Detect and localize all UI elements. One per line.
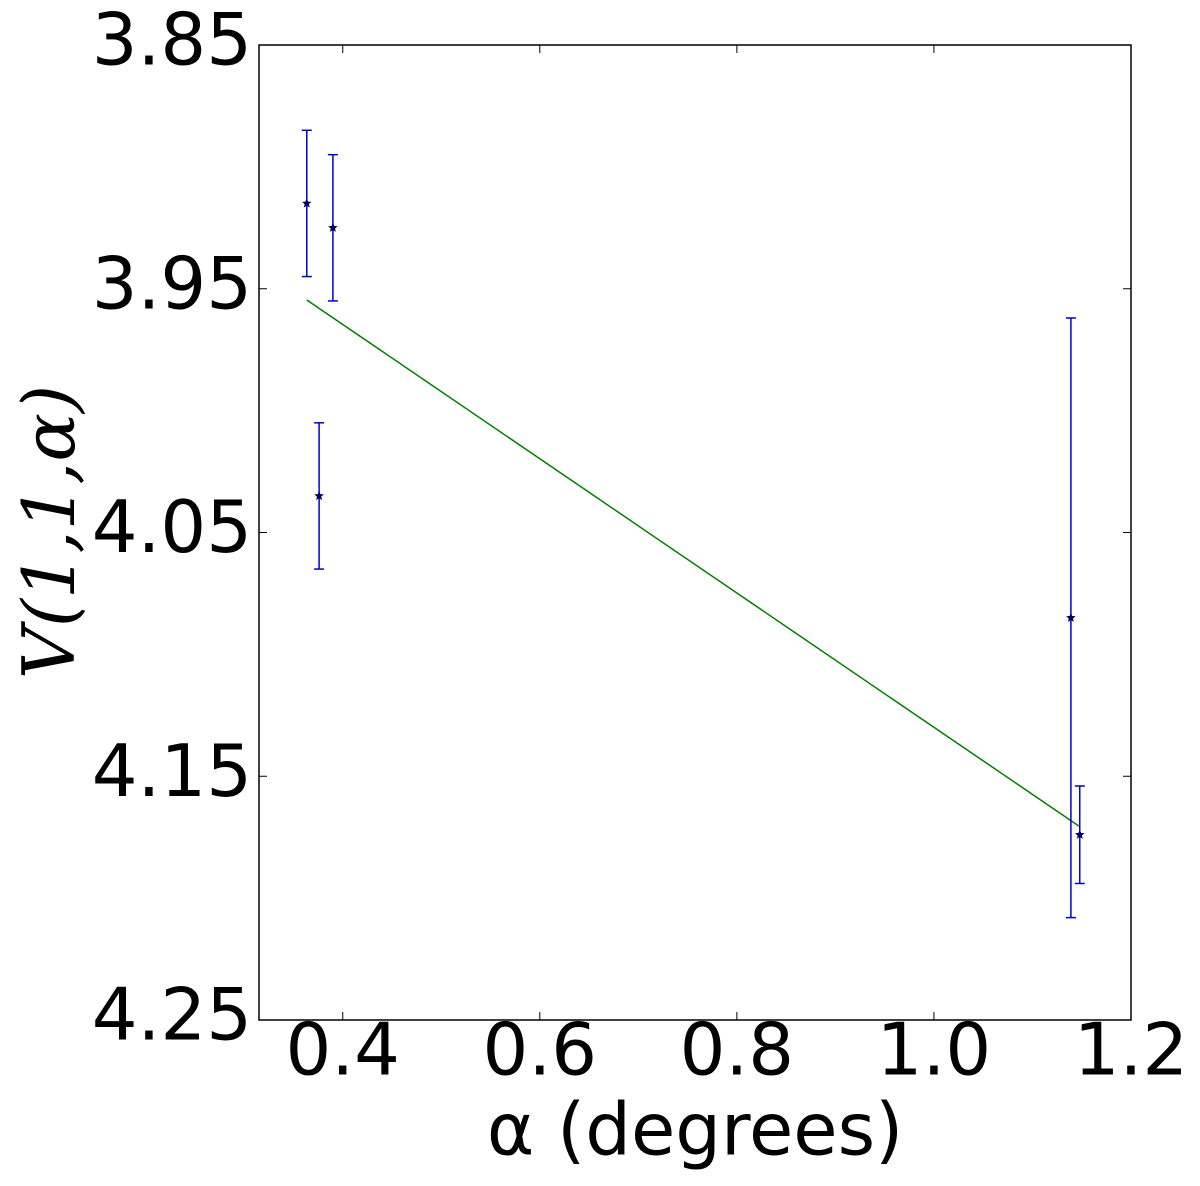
x-tick-label: 1.0 (877, 1008, 992, 1092)
x-tick-label: 1.2 (1074, 1008, 1189, 1092)
marker (314, 490, 324, 500)
y-axis-label: V(1,1,α) (7, 385, 91, 679)
x-tick-label: 0.6 (483, 1008, 598, 1092)
x-tick-label: 0.4 (285, 1008, 400, 1092)
y-tick-label: 3.85 (92, 0, 252, 82)
y-tick-label: 4.25 (92, 973, 252, 1057)
y-tick-label: 4.05 (92, 485, 252, 569)
marker (302, 198, 312, 208)
marker (328, 222, 338, 232)
marker (1075, 829, 1085, 839)
marker (1066, 612, 1076, 622)
plot-frame (258, 44, 1132, 1021)
x-axis-label: α (degrees) (487, 1088, 903, 1172)
x-tick-label: 0.8 (680, 1008, 795, 1092)
y-tick-label: 3.95 (92, 241, 252, 325)
fit-line (306, 299, 1080, 827)
y-tick-label: 4.15 (92, 729, 252, 813)
